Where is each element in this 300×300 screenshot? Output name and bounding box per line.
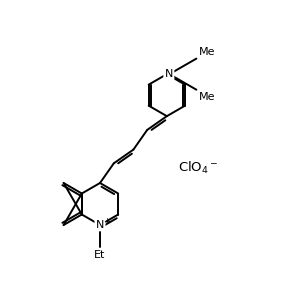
Text: ClO$_4$$^-$: ClO$_4$$^-$ <box>178 160 218 176</box>
Text: N: N <box>165 69 173 79</box>
Text: Me: Me <box>198 46 215 57</box>
Text: +: + <box>103 217 110 226</box>
Text: N: N <box>96 220 104 230</box>
Text: Me: Me <box>198 92 215 102</box>
Text: Et: Et <box>94 250 106 260</box>
